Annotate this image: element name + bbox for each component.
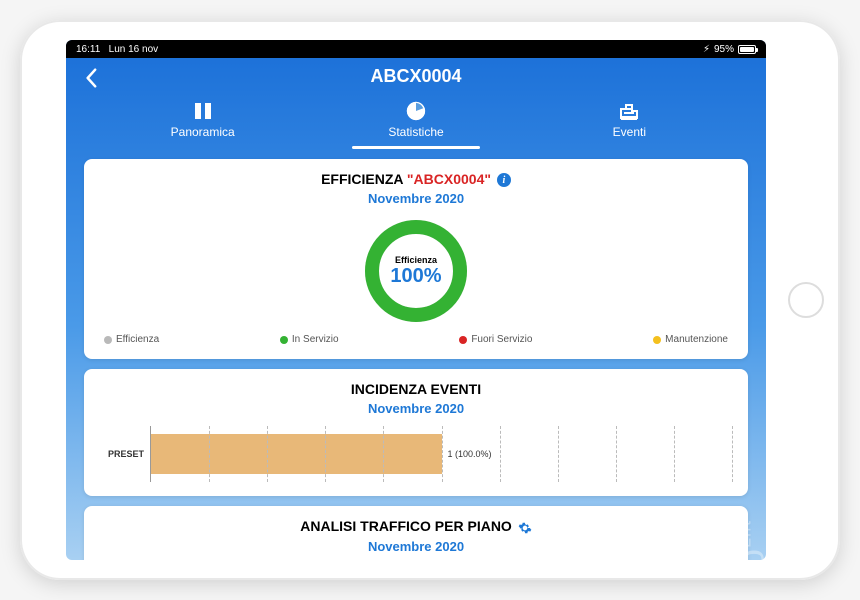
ipad-device-frame: 16:11 Lun 16 nov ⚡︎ 95% ABCX0004 — [20, 20, 840, 580]
traffic-card: ANALISI TRAFFICO PER PIANO Novembre 2020… — [84, 506, 748, 560]
legend-label: In Servizio — [292, 334, 339, 345]
donut-center: Efficienza 100% — [361, 216, 471, 326]
tab-panoramica[interactable]: Panoramica — [96, 95, 309, 149]
efficiency-title-highlight: "ABCX0004" — [407, 171, 491, 187]
efficiency-subtitle: Novembre 2020 — [100, 191, 732, 206]
legend-label: Fuori Servizio — [471, 334, 532, 345]
legend-item: In Servizio — [280, 334, 339, 345]
status-left: 16:11 Lun 16 nov — [76, 44, 158, 55]
events-bar-label: PRESET — [100, 449, 150, 459]
legend-label: Efficienza — [116, 334, 159, 345]
home-button[interactable] — [788, 282, 824, 318]
tab-eventi[interactable]: Eventi — [523, 95, 736, 149]
efficiency-title-prefix: EFFICIENZA — [321, 171, 407, 187]
status-right: ⚡︎ 95% — [703, 44, 756, 55]
legend-dot — [653, 336, 661, 344]
charging-icon: ⚡︎ — [703, 44, 710, 55]
events-title: INCIDENZA EVENTI — [100, 381, 732, 397]
status-time: 16:11 — [76, 44, 100, 55]
status-date: Lun 16 nov — [109, 44, 159, 55]
legend-item: Fuori Servizio — [459, 334, 532, 345]
panoramica-icon — [191, 101, 215, 121]
tab-label: Statistiche — [388, 125, 443, 139]
events-bar-chart: PRESET 1 (100.0%) — [100, 426, 732, 482]
events-bar-value: 1 (100.0%) — [448, 449, 492, 459]
status-bar: 16:11 Lun 16 nov ⚡︎ 95% — [66, 40, 766, 58]
chevron-left-icon — [84, 68, 98, 88]
nav-header: ABCX0004 Panoramica — [66, 58, 766, 149]
page-title: ABCX0004 — [66, 66, 766, 87]
legend-dot — [104, 336, 112, 344]
traffic-title: ANALISI TRAFFICO PER PIANO — [100, 518, 732, 534]
donut-value: 100% — [390, 265, 441, 288]
efficiency-card: EFFICIENZA "ABCX0004" i Novembre 2020 Ef… — [84, 159, 748, 359]
traffic-subtitle: Novembre 2020 — [100, 539, 732, 554]
legend-dot — [280, 336, 288, 344]
efficiency-title: EFFICIENZA "ABCX0004" i — [100, 171, 732, 187]
legend-item: Efficienza — [104, 334, 159, 345]
app-screen: 16:11 Lun 16 nov ⚡︎ 95% ABCX0004 — [66, 40, 766, 560]
battery-pct: 95% — [714, 44, 734, 55]
gear-icon[interactable] — [518, 521, 532, 535]
content-area: EFFICIENZA "ABCX0004" i Novembre 2020 Ef… — [66, 149, 766, 560]
donut-label: Efficienza — [395, 255, 437, 265]
battery-icon — [738, 45, 756, 54]
back-button[interactable] — [84, 68, 98, 93]
pie-chart-icon — [405, 101, 427, 121]
events-bar-fill — [151, 434, 442, 474]
legend-item: Manutenzione — [653, 334, 728, 345]
events-bar-track: 1 (100.0%) — [150, 426, 732, 482]
events-subtitle: Novembre 2020 — [100, 401, 732, 416]
info-icon[interactable]: i — [497, 173, 511, 187]
tabs: Panoramica Statistiche — [66, 95, 766, 149]
traffic-title-text: ANALISI TRAFFICO PER PIANO — [300, 518, 515, 534]
eventi-icon — [618, 101, 640, 121]
legend-dot — [459, 336, 467, 344]
tab-label: Panoramica — [171, 125, 235, 139]
legend-label: Manutenzione — [665, 334, 728, 345]
efficiency-legend: Efficienza In Servizio Fuori Servizio Manut… — [100, 334, 732, 345]
tab-label: Eventi — [613, 125, 646, 139]
events-card: INCIDENZA EVENTI Novembre 2020 PRESET 1 … — [84, 369, 748, 496]
donut-chart: Efficienza 100% — [100, 216, 732, 326]
tab-statistiche[interactable]: Statistiche — [309, 95, 522, 149]
